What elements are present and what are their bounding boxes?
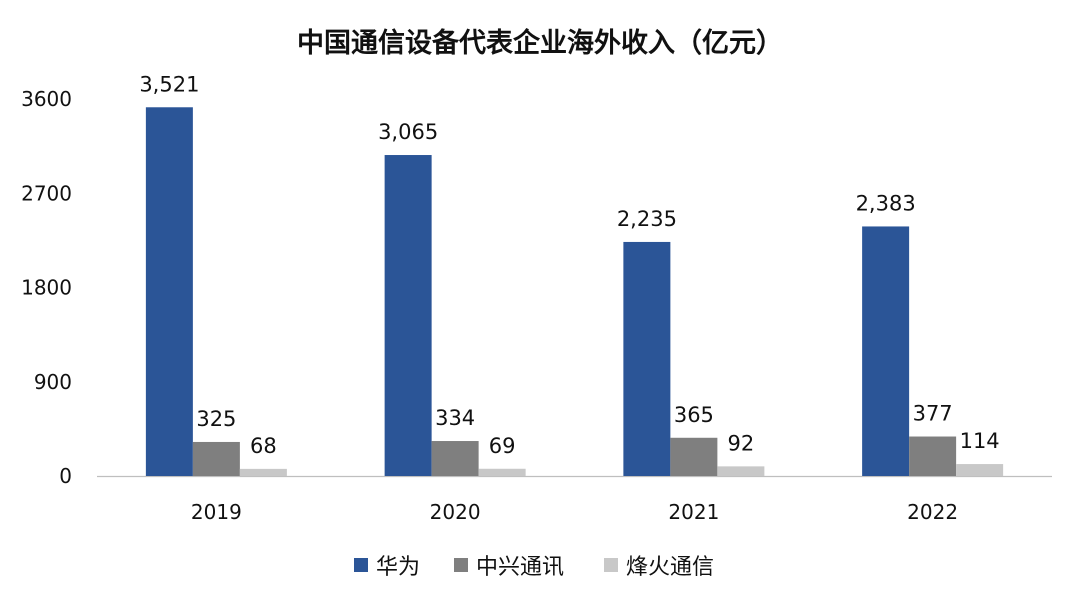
bar-2022-0: [862, 226, 910, 476]
data-label: 334: [435, 406, 475, 430]
bar-2020-1: [431, 441, 479, 476]
x-tick-label: 2022: [907, 500, 958, 524]
x-tick-label: 2020: [430, 500, 481, 524]
bar-2021-0: [623, 241, 671, 476]
data-label: 3,065: [378, 120, 438, 144]
data-label: 377: [913, 402, 953, 426]
x-tick-label: 2021: [668, 500, 719, 524]
legend-label: 华为: [376, 555, 420, 580]
y-tick-label: 1800: [21, 276, 72, 300]
bar-2019-2: [239, 468, 287, 476]
data-label: 3,521: [139, 72, 199, 96]
legend-label: 烽火通信: [626, 555, 714, 580]
data-labels-group: 3,521 325 68 3,065 334 69 2,235 365 92 2,383 377 11…: [139, 72, 999, 458]
bar-2019-0: [145, 107, 193, 476]
bar-2020-0: [384, 155, 432, 477]
chart-title: 中国通信设备代表企业海外收入（亿元）: [297, 27, 783, 59]
bar-2022-2: [956, 464, 1004, 476]
data-label: 69: [489, 434, 516, 458]
legend-label: 中兴通讯: [476, 555, 564, 580]
y-tick-label: 2700: [21, 181, 72, 205]
y-tick-label: 0: [59, 464, 72, 488]
data-label: 2,235: [617, 207, 677, 231]
bar-2022-1: [909, 436, 957, 476]
bars-group: [145, 107, 1004, 477]
data-label: 365: [674, 403, 714, 427]
bar-2021-1: [670, 437, 718, 476]
legend-swatch-1: [454, 558, 468, 572]
bar-2020-2: [478, 468, 526, 476]
x-axis: 2019 2020 2021 2022: [97, 475, 1052, 524]
data-label: 325: [196, 407, 236, 431]
y-tick-label: 3600: [21, 87, 72, 111]
bar-2019-1: [192, 441, 240, 476]
y-tick-label: 900: [34, 370, 72, 394]
data-label: 2,383: [856, 191, 916, 215]
legend-swatch-0: [354, 558, 368, 572]
data-label: 114: [960, 429, 1000, 453]
x-tick-label: 2019: [191, 500, 242, 524]
y-axis: 0 900 1800 2700 3600: [21, 87, 72, 488]
data-label: 92: [728, 431, 755, 455]
bar-2021-2: [717, 466, 765, 476]
legend: 华为 中兴通讯 烽火通信: [354, 555, 714, 580]
data-label: 68: [250, 434, 277, 458]
legend-swatch-2: [604, 558, 618, 572]
